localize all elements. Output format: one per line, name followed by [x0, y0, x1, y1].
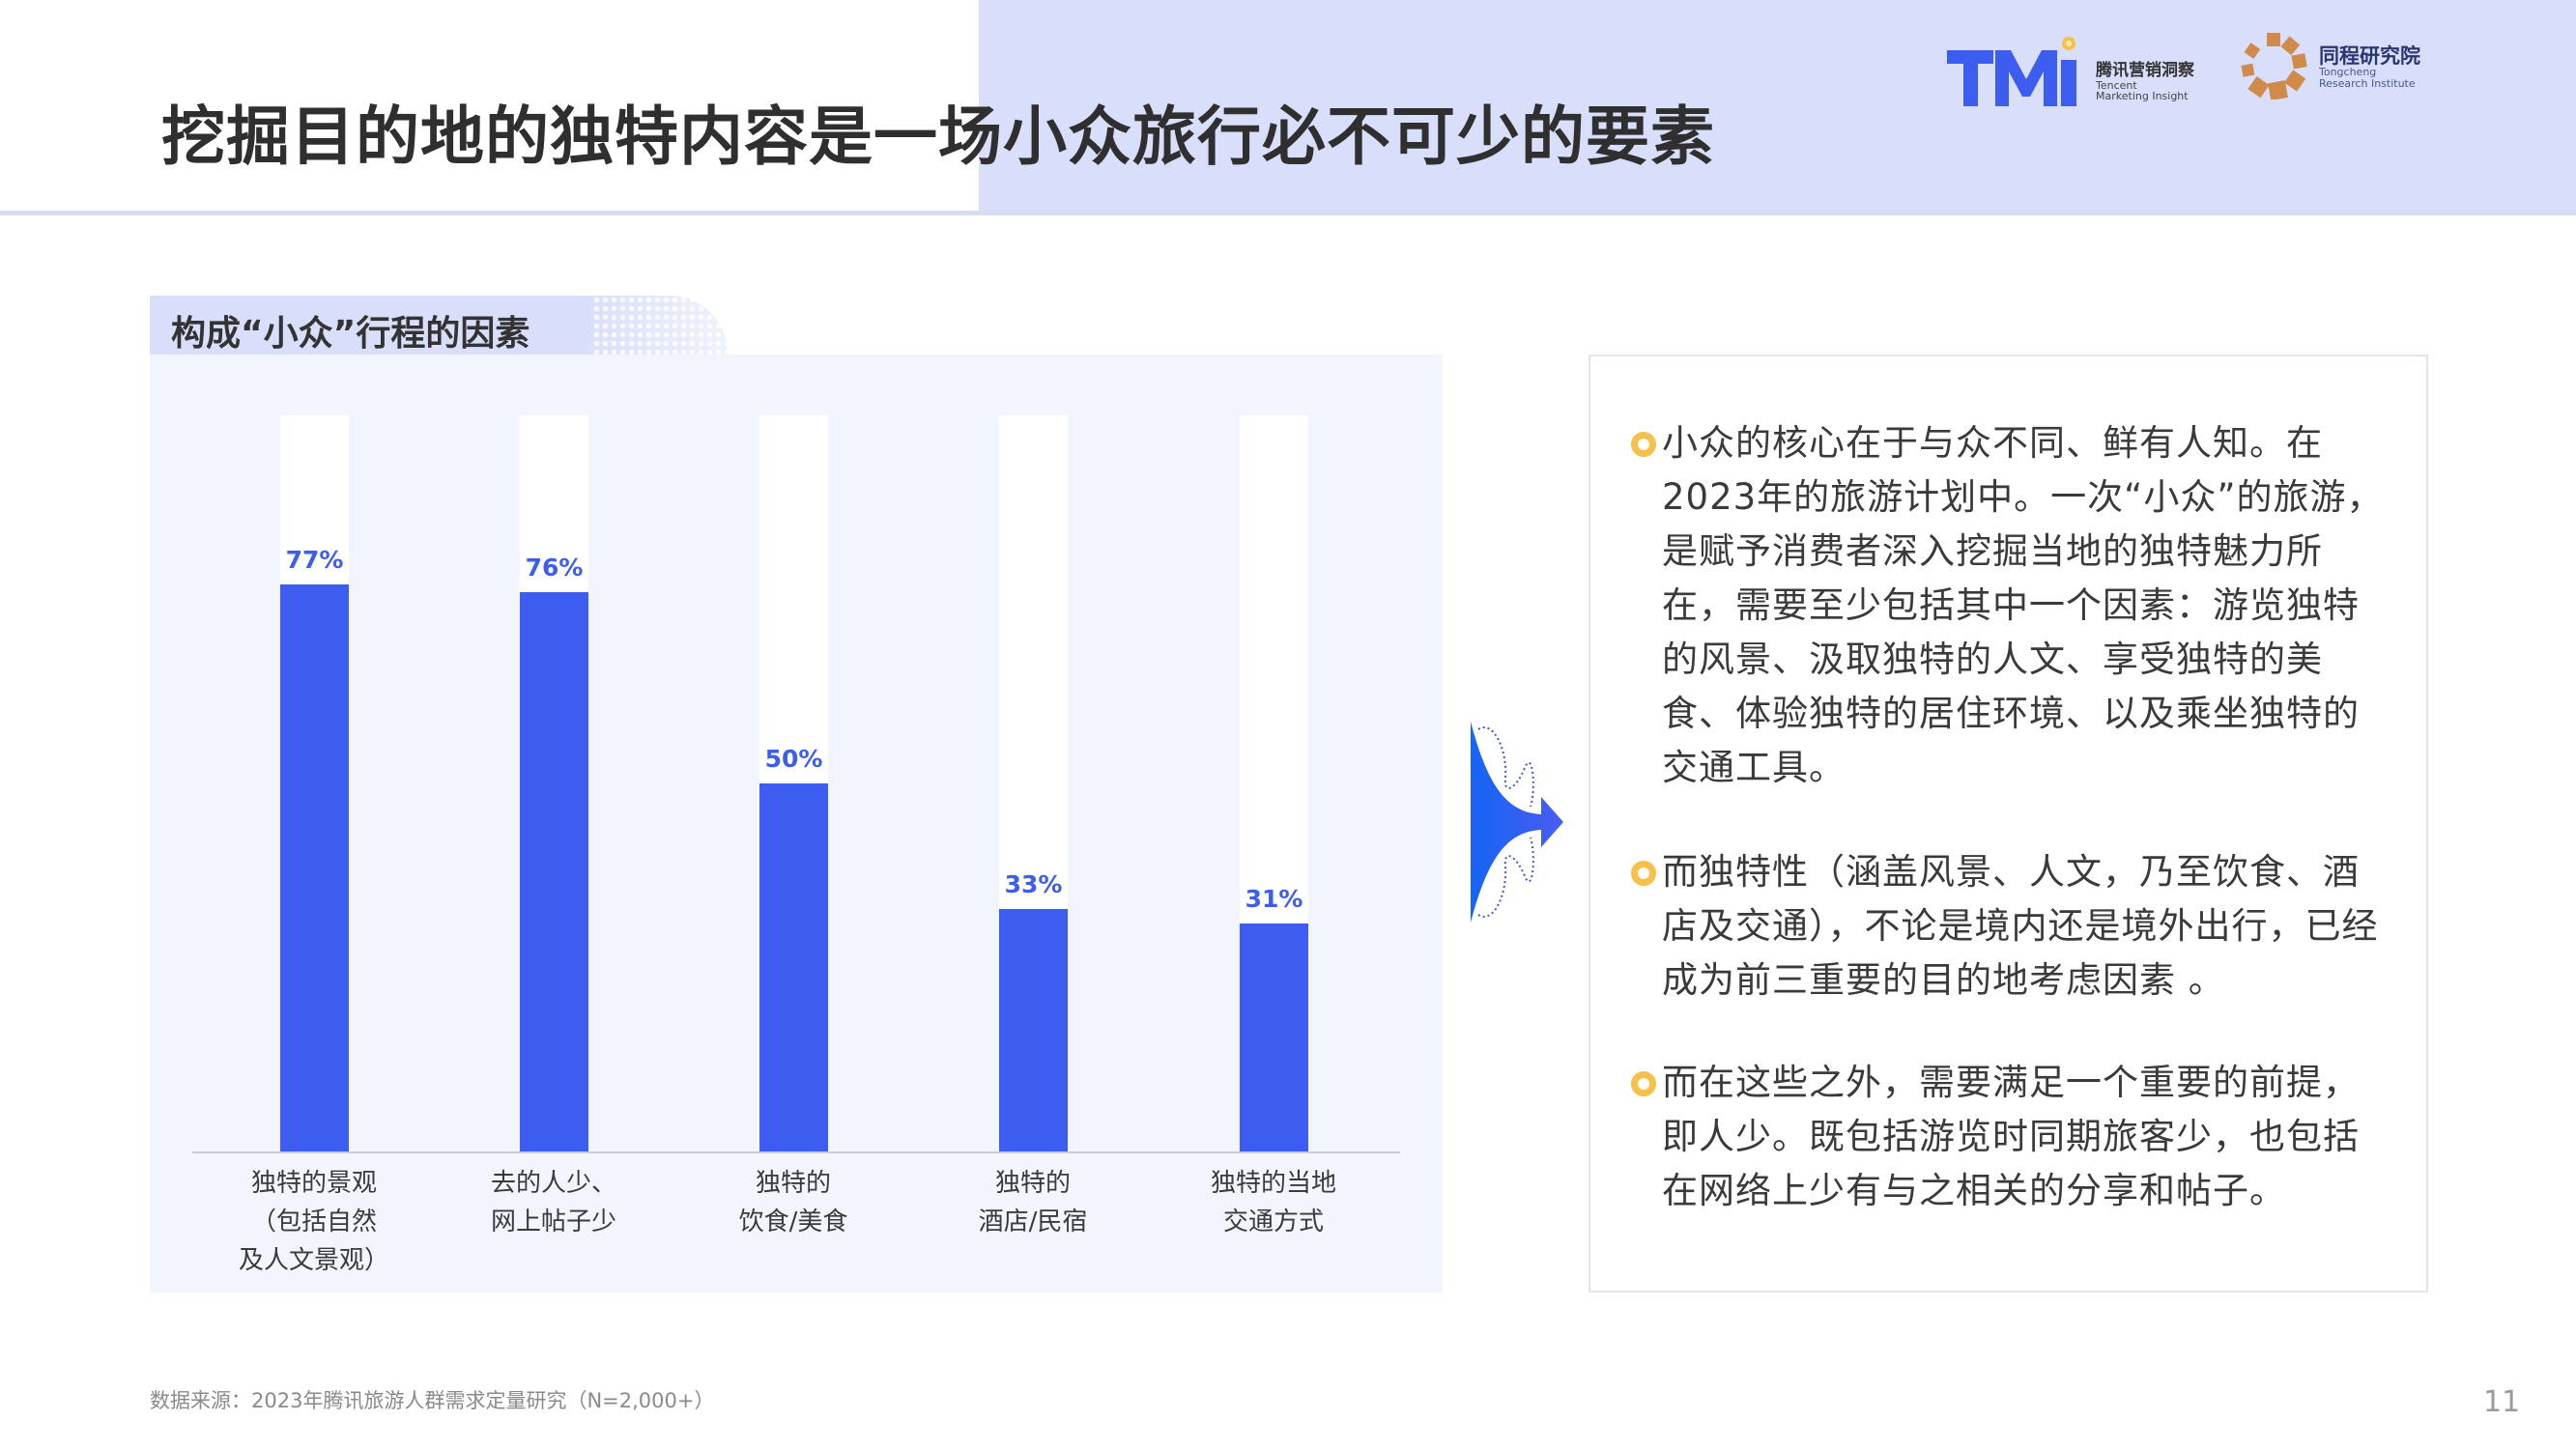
tongcheng-logo: 同程研究院 Tongcheng Research Institute [2240, 33, 2420, 102]
insight-text: 而独特性（涵盖风景、人文，乃至饮食、酒店及交通），不论是境内还是境外出行，已经成… [1662, 851, 2379, 1001]
bar-value-label: 31% [1245, 885, 1303, 913]
insight-bullet: 而独特性（涵盖风景、人文，乃至饮食、酒店及交通），不论是境内还是境外出行，已经成… [1631, 845, 2394, 1008]
insight-text: 而在这些之外，需要满足一个重要的前提，即人少。既包括游览时同期旅客少，也包括在网… [1662, 1062, 2360, 1211]
tongcheng-logo-en-2: Research Institute [2319, 77, 2416, 91]
category-label: 独特的 酒店/民宿 [978, 1169, 1088, 1236]
insights-card: 小众的核心在于与众不同、鲜有人知。在2023年的旅游计划中。一次“小众”的旅游，… [1589, 355, 2428, 1293]
tmi-logo: 腾讯营销洞察 Tencent Marketing Insight [1947, 29, 2194, 106]
bar-chart: 77% 76% 50% 33% 31% 独特的景观 （包括自然 及人文景观） 去… [150, 355, 1443, 1293]
bar-fill [759, 783, 828, 1151]
bar-fill [999, 909, 1068, 1151]
tongcheng-logo-cn: 同程研究院 [2319, 44, 2420, 69]
bar-0: 77% [280, 415, 349, 1151]
tmi-logo-cn: 腾讯营销洞察 [2096, 61, 2194, 81]
insight-text: 小众的核心在于与众不同、鲜有人知。在2023年的旅游计划中。一次“小众”的旅游，… [1662, 422, 2384, 788]
bar-3: 33% [999, 415, 1068, 1151]
bar-fill [520, 592, 588, 1151]
bar-2: 50% [759, 415, 828, 1151]
bar-value-label: 76% [525, 554, 584, 582]
bullet-circle-icon [1631, 432, 1656, 457]
header-divider [0, 211, 2576, 215]
x-axis-line [192, 1151, 1400, 1153]
header-band-left [0, 0, 979, 213]
tongcheng-logo-icon [2240, 32, 2307, 103]
category-label: 去的人少、 网上帖子少 [490, 1169, 616, 1236]
tmi-logo-en-1: Tencent [2096, 78, 2137, 92]
category-label: 独特的当地 交通方式 [1210, 1169, 1336, 1236]
chart-section-label: 构成“小众”行程的因素 [171, 314, 530, 354]
category-label: 独特的 饮食/美食 [738, 1169, 848, 1236]
bar-1: 76% [520, 415, 588, 1151]
bar-value-label: 50% [764, 745, 823, 773]
tmi-logo-en-2: Marketing Insight [2096, 90, 2189, 103]
insight-bullet: 而在这些之外，需要满足一个重要的前提，即人少。既包括游览时同期旅客少，也包括在网… [1631, 1056, 2394, 1218]
bar-4: 31% [1240, 415, 1308, 1151]
category-label: 独特的景观 （包括自然 及人文景观） [238, 1169, 389, 1275]
chart-section-tab: 构成“小众”行程的因素 [150, 296, 728, 355]
arrow-right-icon [1469, 720, 1565, 924]
bullet-circle-icon [1631, 861, 1656, 886]
dot-pattern-decoration [592, 296, 728, 355]
page-title: 挖掘目的地的独特内容是一场小众旅行必不可少的要素 [161, 99, 1715, 174]
data-source-note: 数据来源：2023年腾讯旅游人群需求定量研究（N=2,000+） [150, 1389, 715, 1412]
page-number: 11 [2483, 1385, 2521, 1419]
bullet-circle-icon [1631, 1071, 1656, 1096]
bar-value-label: 77% [285, 546, 344, 574]
bar-fill [1240, 923, 1308, 1151]
header-band-right [979, 0, 2576, 213]
tongcheng-logo-en-1: Tongcheng [2319, 66, 2377, 79]
bar-value-label: 33% [1004, 870, 1063, 898]
tmi-logo-icon [1947, 37, 2082, 106]
insight-bullet: 小众的核心在于与众不同、鲜有人知。在2023年的旅游计划中。一次“小众”的旅游，… [1631, 416, 2394, 795]
bar-fill [280, 584, 349, 1151]
